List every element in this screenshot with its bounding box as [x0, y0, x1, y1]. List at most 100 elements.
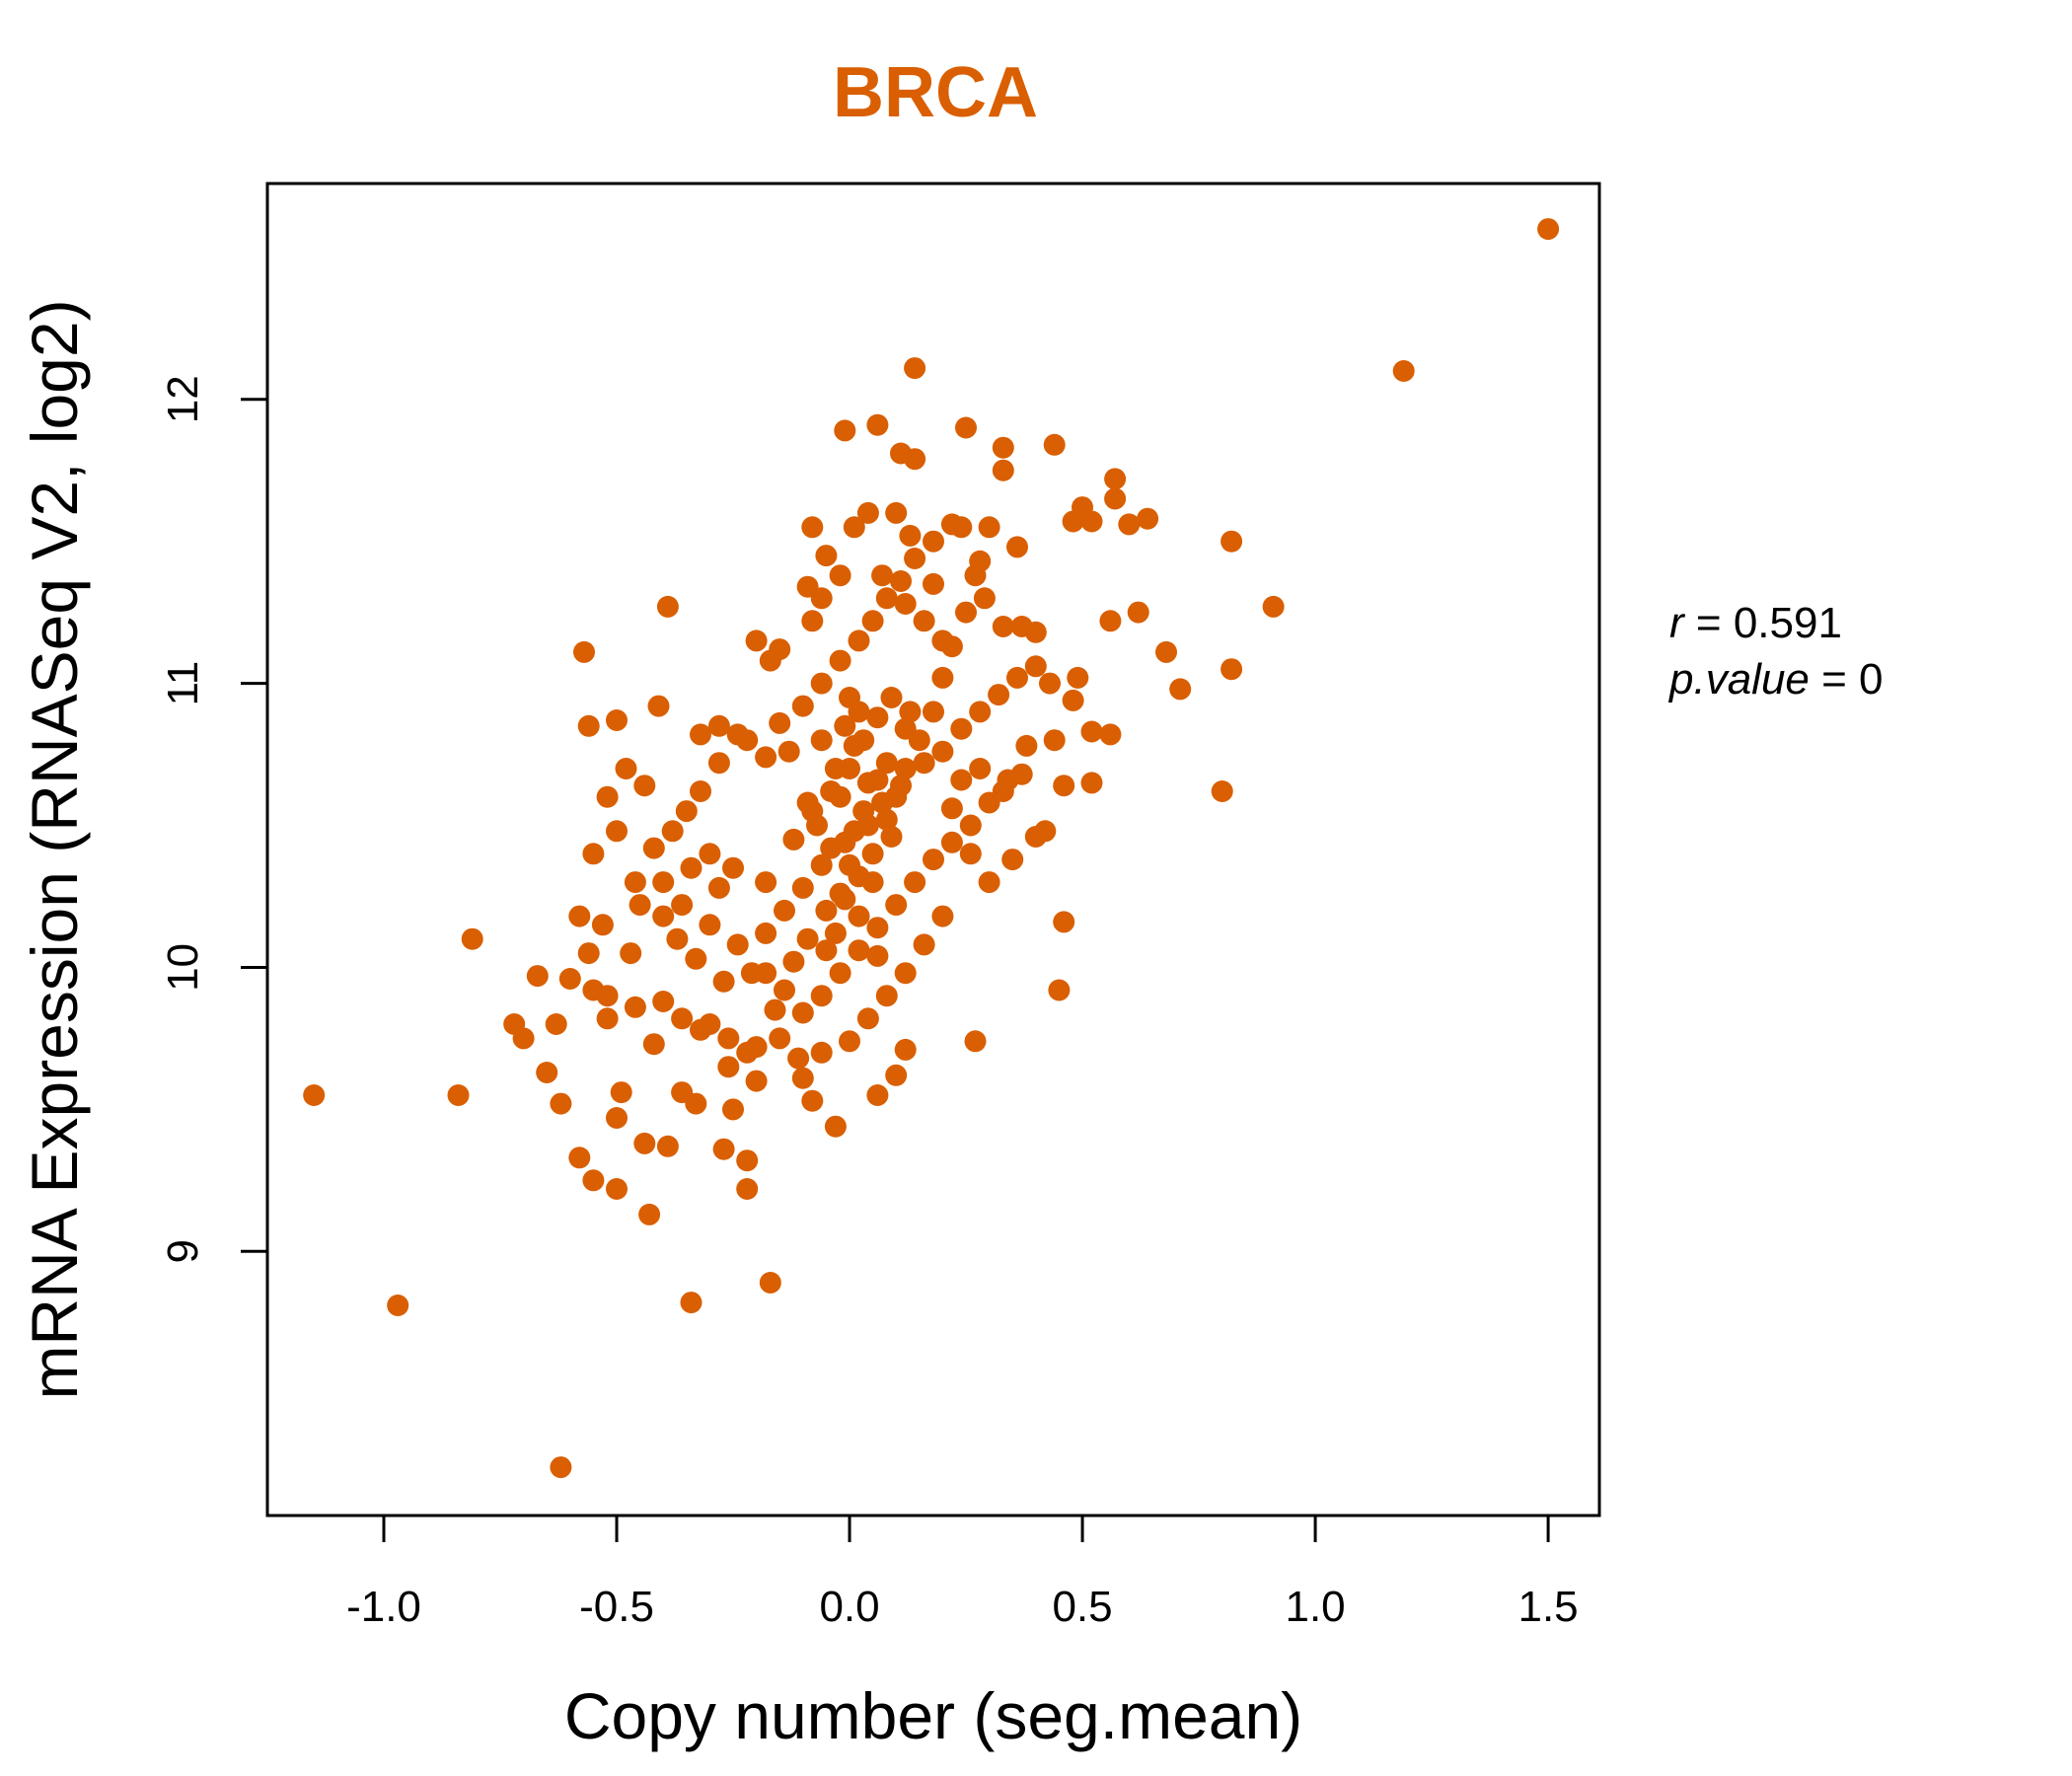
data-point [685, 947, 707, 970]
data-point [1024, 621, 1047, 643]
data-point [923, 849, 944, 871]
data-point [1099, 610, 1122, 632]
data-point [1221, 658, 1243, 681]
data-point [815, 899, 838, 922]
data-point [558, 968, 581, 990]
data-point [717, 1056, 740, 1078]
data-point [652, 991, 675, 1012]
data-point [973, 587, 996, 610]
data-point [861, 871, 884, 894]
data-point [834, 419, 856, 442]
data-point [894, 1038, 917, 1061]
data-point [774, 979, 795, 1001]
data-point [890, 570, 912, 592]
data-point [959, 843, 982, 865]
data-point [1080, 720, 1103, 743]
data-point [303, 1084, 326, 1106]
data-point [866, 917, 889, 939]
data-point [707, 876, 730, 899]
data-point [769, 638, 791, 661]
data-point [852, 800, 875, 823]
data-point [573, 640, 595, 663]
data-point [866, 769, 889, 791]
data-point [769, 1027, 791, 1050]
correlation-stats: r = 0.591 p.value = 0 [1667, 599, 1884, 703]
data-point [992, 616, 1014, 637]
x-tick-label: -1.0 [346, 1583, 421, 1631]
data-point [1262, 595, 1285, 618]
data-point [880, 826, 903, 848]
data-point [791, 1067, 814, 1089]
data-point [834, 714, 856, 737]
data-point [885, 894, 908, 917]
data-point [875, 587, 898, 610]
data-point [680, 856, 703, 879]
y-tick-label: 11 [159, 661, 207, 706]
data-point [1169, 678, 1192, 701]
data-point [923, 530, 944, 553]
data-point [885, 501, 908, 524]
data-point [610, 1081, 632, 1104]
data-point [629, 894, 651, 917]
data-point [988, 684, 1010, 706]
data-point [923, 572, 944, 595]
data-point [536, 1062, 558, 1083]
data-point [894, 758, 917, 779]
y-tick-label: 9 [159, 1239, 207, 1263]
data-point [861, 843, 884, 865]
data-point [774, 899, 795, 922]
data-point [699, 843, 721, 865]
data-point [978, 516, 1000, 539]
data-point [866, 1084, 889, 1106]
data-point [726, 723, 749, 746]
data-point [745, 1070, 768, 1092]
data-point [899, 701, 922, 723]
data-point [550, 1456, 572, 1479]
data-point [829, 785, 851, 808]
data-point [638, 1203, 661, 1225]
data-point [875, 808, 898, 831]
y-tick-label: 12 [159, 375, 207, 423]
r-stat-label: r [1669, 599, 1686, 647]
data-point [848, 905, 870, 927]
data-point [904, 448, 926, 471]
data-point [690, 780, 711, 802]
data-point [978, 871, 1000, 894]
data-point [950, 769, 973, 791]
data-point [848, 701, 870, 723]
data-point [1062, 689, 1084, 711]
data-point [940, 831, 963, 853]
data-point [880, 687, 903, 708]
data-point [1211, 780, 1233, 802]
data-point [1039, 672, 1061, 695]
data-point [633, 775, 656, 797]
data-point [829, 649, 851, 672]
data-point [606, 1107, 628, 1129]
data-point [992, 780, 1014, 802]
data-point [1043, 729, 1066, 752]
data-point [839, 853, 860, 876]
chart-title: BRCA [833, 53, 1038, 132]
data-point [894, 717, 917, 740]
data-point [675, 800, 698, 823]
data-point [964, 1030, 987, 1053]
p-value-value: 0 [1859, 655, 1883, 703]
data-point [969, 701, 992, 723]
data-point [596, 785, 619, 808]
data-point [931, 629, 954, 652]
data-point [722, 1098, 744, 1121]
x-tick-label: 1.5 [1517, 1583, 1578, 1631]
data-point [1104, 487, 1127, 510]
data-point [447, 1084, 470, 1106]
data-point [829, 962, 851, 985]
data-point [712, 970, 735, 993]
data-point [736, 1149, 759, 1172]
data-point [1221, 530, 1243, 553]
data-point [782, 950, 805, 973]
x-axis: -1.0 -0.5 0.0 0.5 1.0 1.5 [346, 1514, 1579, 1631]
data-point [1537, 218, 1560, 241]
data-point [871, 564, 894, 587]
data-point [606, 709, 628, 731]
data-point [1001, 849, 1024, 871]
